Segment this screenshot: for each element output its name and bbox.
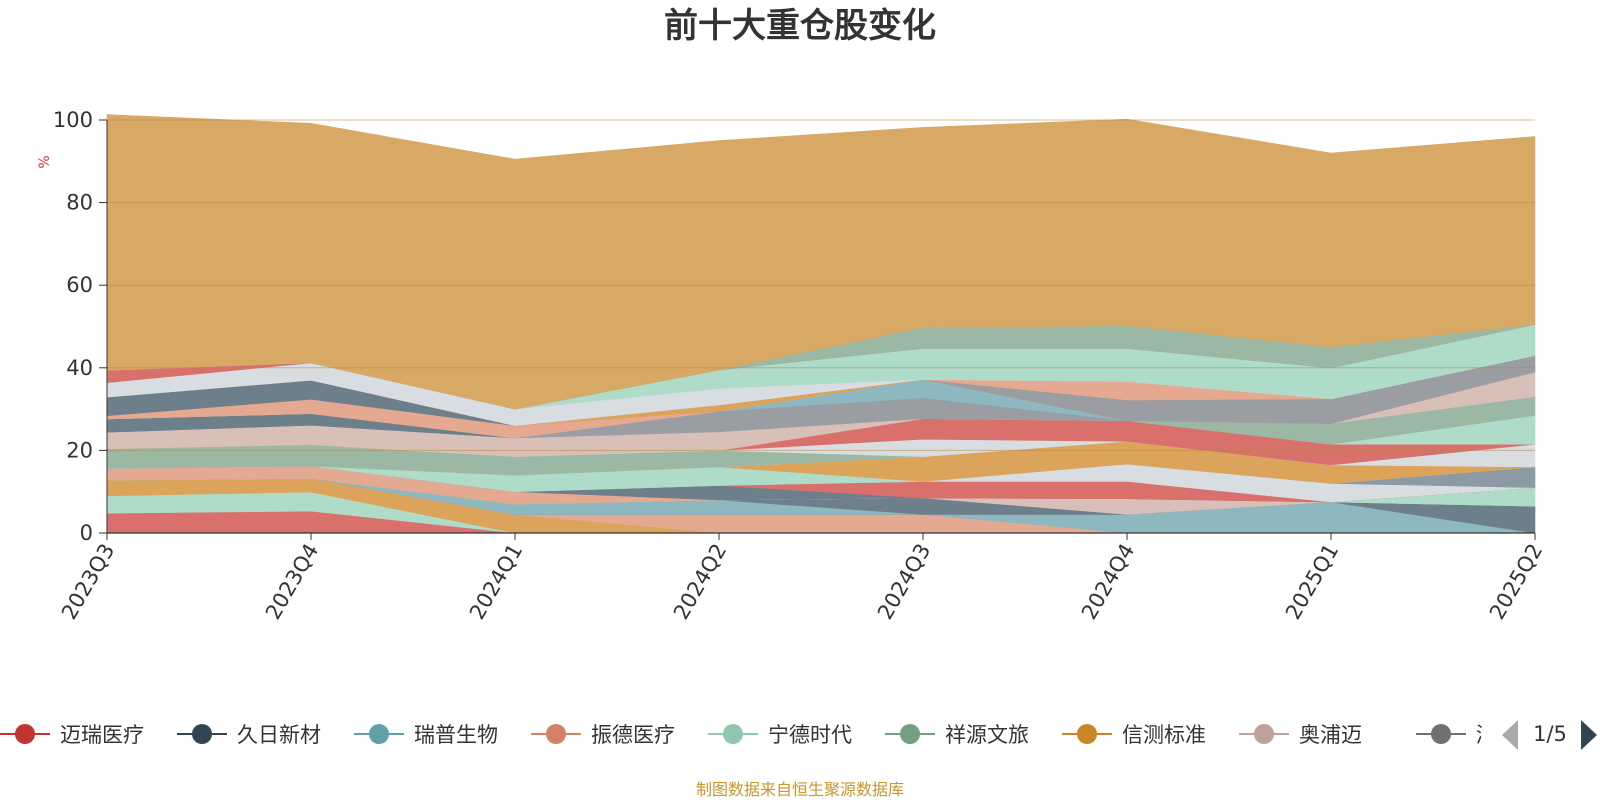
x-tick-label: 2024Q2 — [669, 540, 731, 624]
legend-dot-icon — [900, 724, 920, 744]
chart-title: 前十大重仓股变化 — [664, 6, 936, 46]
legend-item[interactable]: 信测标准 — [1062, 723, 1206, 747]
area-series-group — [106, 114, 1536, 534]
legend-page-indicator: 1/5 — [1533, 722, 1567, 746]
legend-item[interactable]: 宁德时代 — [708, 723, 852, 747]
legend-dot-icon — [723, 724, 743, 744]
legend: 迈瑞医疗 久日新材 瑞普生物 振德医疗 宁德时代 祥源文旅 信测标准 奥浦迈 润 — [0, 723, 1497, 747]
legend-label: 迈瑞医疗 — [60, 723, 144, 747]
x-tick-label: 2025Q1 — [1281, 540, 1343, 624]
legend-dot-icon — [192, 724, 212, 744]
x-tick-label: 2024Q3 — [873, 540, 935, 624]
legend-label: 祥源文旅 — [945, 723, 1029, 747]
legend-label: 信测标准 — [1122, 723, 1206, 747]
y-axis-ticks: 0 20 40 60 80 100 — [53, 108, 107, 545]
legend-dot-icon — [1077, 724, 1097, 744]
legend-dot-icon — [1254, 724, 1274, 744]
y-tick-label: 80 — [66, 191, 93, 215]
legend-item[interactable]: 奥浦迈 — [1239, 723, 1362, 747]
y-tick-label: 60 — [66, 273, 93, 297]
legend-dot-icon — [1431, 724, 1451, 744]
x-tick-label: 2023Q3 — [57, 540, 119, 624]
legend-label: 瑞普生物 — [414, 723, 498, 747]
legend-label: 振德医疗 — [591, 723, 675, 747]
legend-label: 润 — [1476, 723, 1497, 747]
x-tick-label: 2023Q4 — [261, 540, 323, 624]
legend-items: 迈瑞医疗 久日新材 瑞普生物 振德医疗 宁德时代 祥源文旅 信测标准 奥浦迈 润 — [0, 723, 1497, 747]
legend-item[interactable]: 瑞普生物 — [354, 723, 498, 747]
y-tick-label: 40 — [66, 356, 93, 380]
gridlines — [107, 119, 1535, 451]
legend-item[interactable]: 润 — [1416, 723, 1497, 747]
legend-label: 宁德时代 — [768, 723, 852, 747]
y-tick-label: 100 — [53, 108, 93, 132]
y-tick-label: 0 — [80, 521, 93, 545]
x-tick-label: 2025Q2 — [1485, 540, 1547, 624]
legend-item[interactable]: 振德医疗 — [531, 723, 675, 747]
legend-label: 久日新材 — [237, 723, 321, 747]
x-axis-ticks: 2023Q3 2023Q4 2024Q1 2024Q2 2024Q3 2024Q4 2025… — [57, 533, 1547, 624]
legend-dot-icon — [369, 724, 389, 744]
y-axis-label: % — [37, 155, 53, 168]
legend-item[interactable]: 祥源文旅 — [885, 723, 1029, 747]
legend-item[interactable]: 久日新材 — [177, 723, 321, 747]
legend-label: 奥浦迈 — [1299, 723, 1362, 747]
legend-prev-page-icon[interactable] — [1502, 720, 1518, 750]
x-tick-label: 2024Q1 — [465, 540, 527, 624]
axes — [106, 120, 1535, 534]
area-series-38 — [106, 114, 1536, 410]
source-note: 制图数据来自恒生聚源数据库 — [696, 780, 904, 799]
legend-pager: 1/5 — [1502, 720, 1597, 750]
y-tick-label: 20 — [66, 438, 93, 462]
legend-next-page-icon[interactable] — [1581, 720, 1597, 750]
legend-item[interactable]: 迈瑞医疗 — [0, 723, 144, 747]
legend-dot-icon — [15, 724, 35, 744]
legend-dot-icon — [546, 724, 566, 744]
x-tick-label: 2024Q4 — [1077, 540, 1139, 624]
